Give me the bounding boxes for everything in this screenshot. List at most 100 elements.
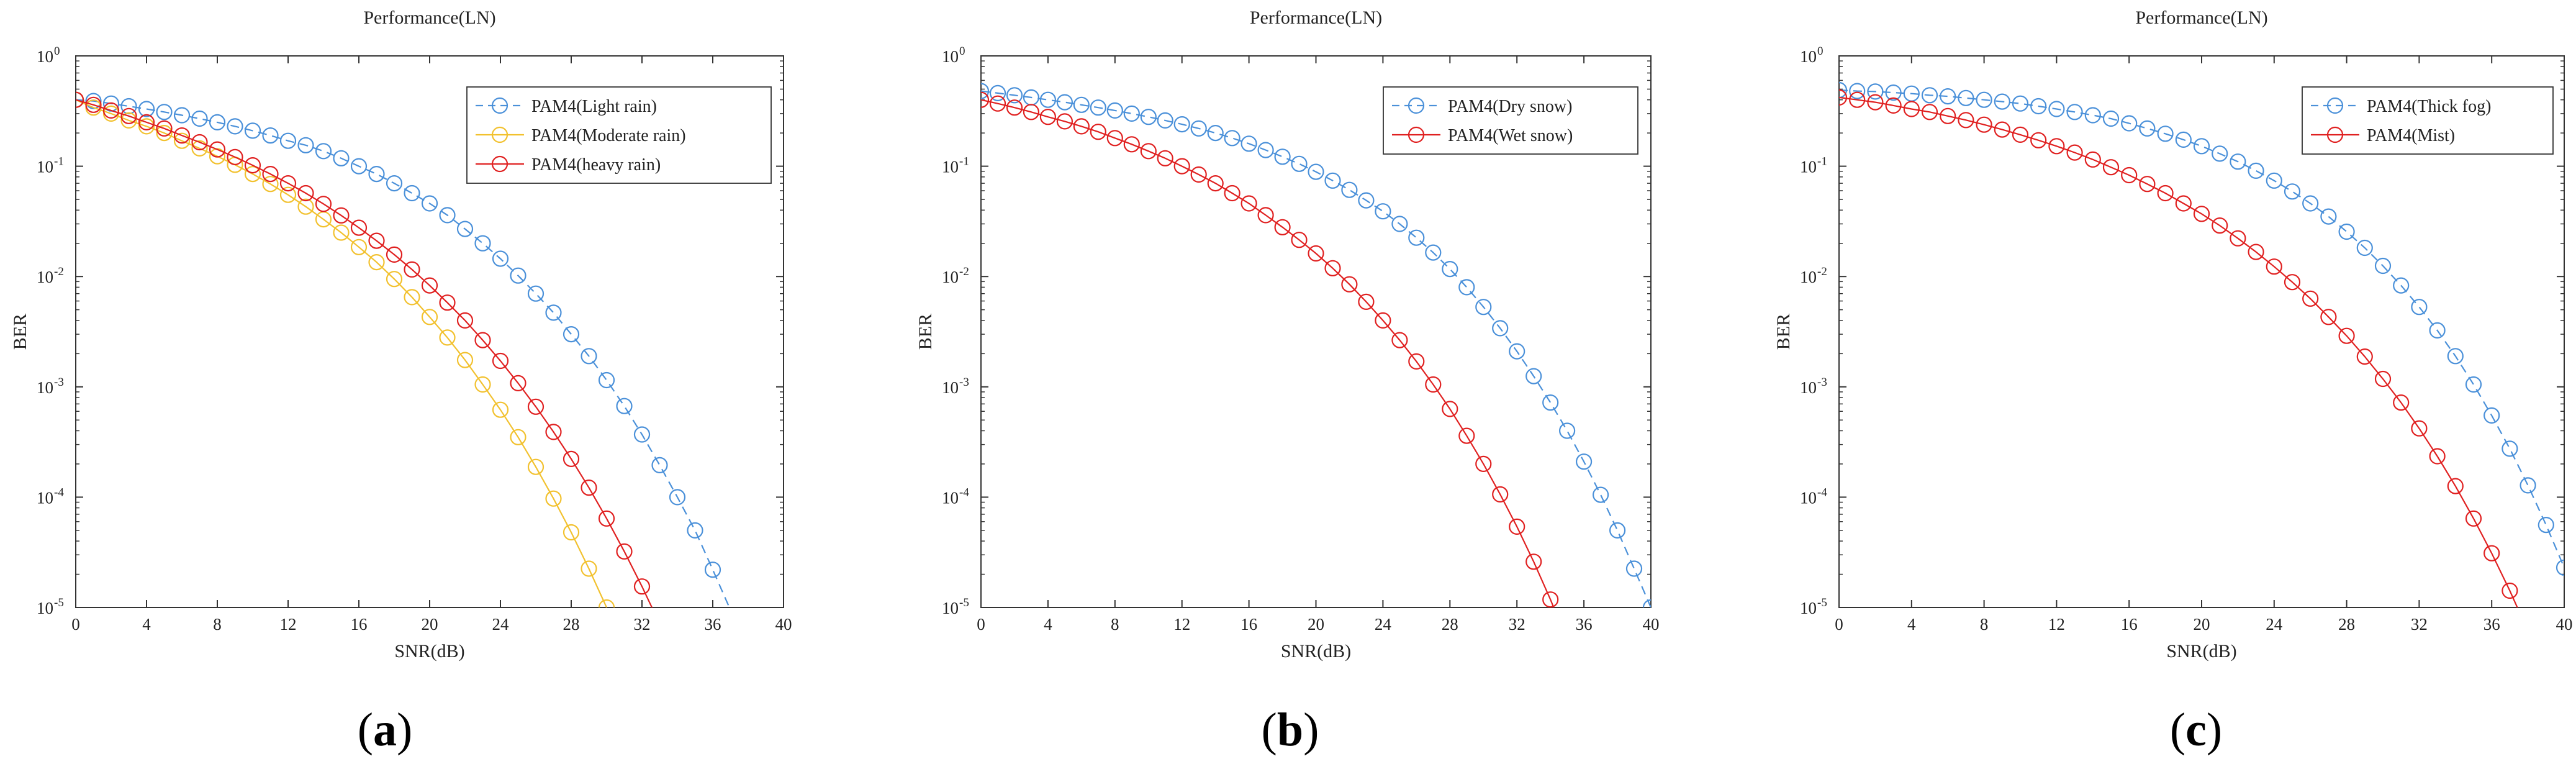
data-point bbox=[2121, 166, 2138, 184]
data-point bbox=[2320, 208, 2337, 225]
data-point bbox=[2030, 98, 2047, 115]
y-tick-exponent: -4 bbox=[1817, 486, 1827, 499]
y-tick-exponent: -2 bbox=[1817, 265, 1827, 278]
data-point bbox=[456, 221, 474, 237]
data-point bbox=[598, 599, 615, 607]
data-point bbox=[474, 235, 491, 252]
y-tick-label: 10 -1 bbox=[37, 155, 64, 176]
y-tick-base: 10 bbox=[1800, 158, 1817, 176]
data-point bbox=[2302, 290, 2319, 307]
series-1 bbox=[981, 83, 1651, 607]
data-point bbox=[1559, 422, 1576, 439]
legend-marker bbox=[491, 155, 508, 173]
data-point bbox=[527, 285, 545, 302]
x-tick-label: 40 bbox=[775, 615, 792, 634]
y-tick-label: 10 -5 bbox=[37, 596, 64, 617]
data-point bbox=[981, 83, 990, 99]
y-tick-base: 10 bbox=[37, 599, 53, 617]
data-point bbox=[386, 246, 403, 263]
data-point bbox=[1867, 83, 1884, 100]
y-tick-label: 10 -3 bbox=[942, 376, 969, 397]
legend-marker bbox=[1408, 97, 1425, 114]
caption-letter: b bbox=[1277, 704, 1303, 756]
data-point bbox=[1885, 84, 1902, 101]
legend-item: PAM4(Moderate rain) bbox=[476, 126, 686, 145]
data-point bbox=[156, 120, 173, 137]
data-point bbox=[1140, 143, 1157, 160]
x-tick-label: 24 bbox=[2266, 615, 2283, 634]
y-tick-exponent: 0 bbox=[54, 45, 60, 58]
data-point bbox=[527, 458, 545, 475]
x-tick-label: 8 bbox=[1111, 615, 1119, 634]
data-point bbox=[2483, 407, 2500, 424]
data-point bbox=[1056, 113, 1073, 130]
data-point bbox=[1994, 93, 2010, 110]
x-tick-label: 28 bbox=[563, 615, 580, 634]
data-point bbox=[421, 309, 438, 325]
y-tick-exponent: 0 bbox=[1817, 45, 1824, 58]
data-point bbox=[439, 294, 456, 311]
data-point bbox=[2320, 309, 2337, 325]
data-point bbox=[1274, 219, 1291, 235]
data-point bbox=[1492, 486, 1509, 503]
data-point bbox=[1525, 368, 1542, 384]
data-point bbox=[2501, 582, 2518, 599]
data-point bbox=[386, 175, 403, 192]
legend-marker bbox=[491, 97, 508, 114]
data-point bbox=[1375, 312, 1391, 329]
data-point bbox=[1274, 148, 1291, 165]
data-point bbox=[2483, 545, 2500, 562]
y-tick-base: 10 bbox=[37, 488, 53, 507]
x-tick-label: 16 bbox=[2121, 615, 2138, 634]
data-point bbox=[1425, 376, 1442, 393]
data-point bbox=[315, 143, 332, 160]
y-tick-exponent: -3 bbox=[959, 376, 969, 389]
y-tick-exponent: -4 bbox=[959, 486, 969, 499]
x-tick-label: 4 bbox=[142, 615, 151, 634]
data-point bbox=[262, 176, 279, 193]
data-point bbox=[2084, 151, 2101, 168]
data-point bbox=[2465, 376, 2482, 393]
y-tick-base: 10 bbox=[1800, 47, 1817, 66]
data-point bbox=[1241, 135, 1257, 152]
data-point bbox=[244, 166, 261, 183]
data-point bbox=[2266, 258, 2282, 275]
data-point bbox=[156, 125, 173, 142]
legend: PAM4(Thick fog) PAM4(Mist) bbox=[2302, 86, 2554, 155]
data-point bbox=[262, 166, 279, 183]
data-point bbox=[333, 150, 350, 166]
data-point bbox=[1542, 394, 1559, 411]
data-point bbox=[439, 329, 456, 346]
data-point bbox=[2157, 125, 2174, 142]
data-point bbox=[2411, 420, 2428, 437]
data-point bbox=[1090, 99, 1106, 116]
data-point bbox=[1885, 97, 1902, 114]
y-tick-base: 10 bbox=[942, 599, 959, 617]
series-line bbox=[76, 99, 730, 607]
data-point bbox=[2084, 107, 2101, 124]
data-point bbox=[1358, 192, 1375, 209]
data-point bbox=[1475, 455, 1492, 473]
x-tick-label: 20 bbox=[2194, 615, 2210, 634]
data-point bbox=[1458, 427, 1475, 444]
caption-open-paren: ( bbox=[1262, 704, 1277, 756]
data-point bbox=[1475, 299, 1492, 316]
y-tick-label: 10 0 bbox=[1800, 45, 1824, 66]
data-point bbox=[120, 112, 137, 129]
data-point bbox=[581, 348, 597, 365]
x-tick-label: 32 bbox=[2411, 615, 2428, 634]
y-axis-label: BER bbox=[1773, 314, 1794, 350]
data-point bbox=[279, 132, 297, 149]
data-point bbox=[456, 352, 474, 368]
y-tick-base: 10 bbox=[942, 47, 959, 66]
data-point bbox=[421, 277, 438, 294]
legend-marker bbox=[1408, 126, 1425, 143]
data-point bbox=[2447, 478, 2464, 494]
data-point bbox=[669, 489, 686, 506]
data-point bbox=[209, 141, 226, 158]
data-point bbox=[510, 375, 526, 392]
x-tick-label: 32 bbox=[634, 615, 651, 634]
data-point bbox=[1090, 124, 1106, 140]
data-point bbox=[2030, 132, 2047, 148]
legend-item: PAM4(Wet snow) bbox=[1392, 126, 1573, 145]
